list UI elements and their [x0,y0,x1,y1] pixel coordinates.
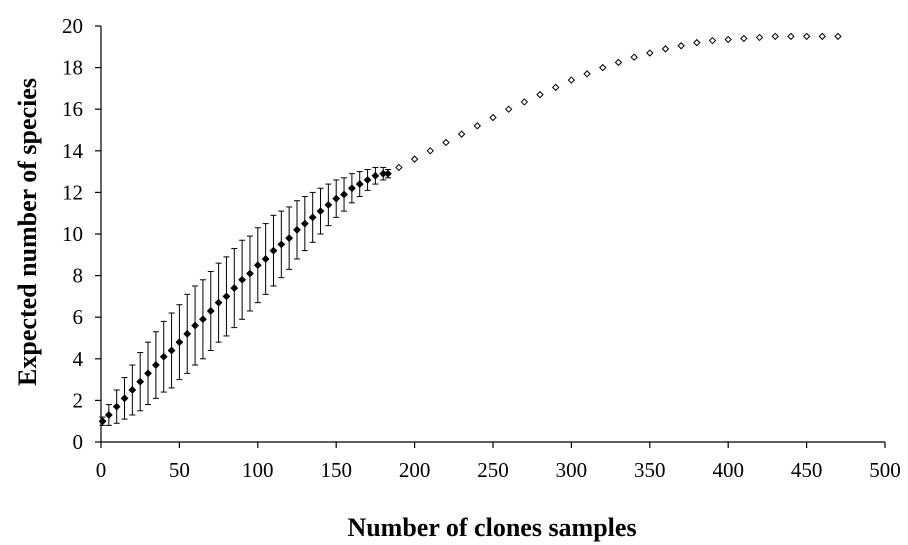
data-point [614,58,623,67]
x-tick-label: 100 [242,458,274,482]
data-point [755,33,764,42]
y-tick-label: 0 [73,430,84,454]
data-point [183,329,192,338]
data-point [120,394,129,403]
y-tick-label: 20 [62,14,83,38]
data-point [395,163,403,172]
x-axis-title: Number of clones samples [347,513,636,542]
x-tick-label: 350 [634,458,666,482]
y-tick-label: 6 [73,305,84,329]
x-tick-label: 250 [477,458,509,482]
data-point [167,346,176,355]
data-point [489,113,497,122]
data-point [159,352,168,361]
data-point [520,98,529,106]
x-tick-label: 150 [320,458,352,482]
data-point [308,213,317,222]
data-point [340,190,348,199]
data-point [355,180,364,188]
data-point [144,369,152,378]
x-tick-label: 500 [869,458,901,482]
data-point [771,32,779,41]
data-point [300,219,309,228]
data-point [214,298,223,307]
data-point [724,35,732,44]
y-axis-title: Expected number of species [13,78,42,386]
data-point [261,255,270,263]
data-point [630,53,638,61]
data-point [98,417,107,426]
data-point [324,200,333,209]
data-point [536,90,544,99]
x-tick-label: 300 [556,458,588,482]
axes: 0 50 100 150 200 250 300 350 400 450 500 0 2 4 6 8 10 12… [62,14,901,482]
data-point [552,83,560,92]
data-point [151,361,160,369]
data-point [740,34,748,43]
x-tick-label: 0 [96,458,107,482]
data-point [175,338,184,347]
data-point [277,240,286,249]
y-tick-label: 18 [62,56,83,80]
data-point [802,32,811,41]
data-point [128,386,137,394]
data-point [818,32,826,41]
data-point [199,315,207,324]
data-point [646,49,654,57]
y-tick-label: 16 [62,97,83,121]
data-point [230,284,239,292]
data-point [112,402,121,411]
data-point [457,130,466,138]
x-tick-label: 400 [712,458,744,482]
data-point [285,234,294,243]
data-point [599,63,607,72]
data-point [371,171,380,180]
data-point [473,122,482,130]
y-tick-label: 12 [62,180,83,204]
x-tick-label: 200 [399,458,431,482]
error-bars [99,166,391,426]
data-point [332,194,341,203]
data-point [316,207,325,216]
data-point [293,225,301,234]
data-point [384,169,392,178]
data-point [347,184,356,193]
data-point [363,176,372,184]
x-axis-ticks: 0 50 100 150 200 250 300 350 400 450 500 [96,442,901,482]
data-point [410,155,419,163]
y-tick-label: 8 [73,264,84,288]
data-point [136,377,145,386]
data-point [246,269,254,278]
data-point [567,76,576,84]
x-tick-label: 450 [791,458,823,482]
data-point [661,45,670,53]
y-tick-label: 14 [62,139,84,163]
y-tick-label: 2 [73,388,84,412]
data-point [677,42,685,50]
y-tick-label: 10 [62,222,83,246]
data-point [693,38,701,47]
data-point [426,147,434,155]
data-point [269,246,278,255]
data-point [583,70,591,78]
data-point [442,138,450,147]
data-point [191,321,199,330]
data-point [206,307,215,315]
data-point [834,32,842,41]
data-point [238,275,247,284]
data-point [104,411,113,419]
data-point [708,36,717,45]
data-point [504,105,513,113]
data-point [253,261,262,270]
x-tick-label: 50 [169,458,190,482]
data-points [98,32,842,426]
y-tick-label: 4 [73,347,84,371]
y-axis-ticks: 0 2 4 6 8 10 12 14 16 18 20 [62,14,101,454]
data-point [222,292,231,301]
data-point [787,32,795,41]
